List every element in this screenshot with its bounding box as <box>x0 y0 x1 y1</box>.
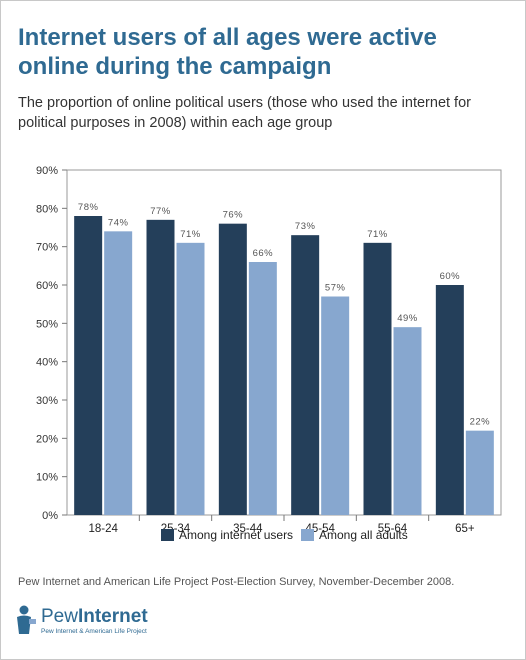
legend-swatch-all-adults <box>301 529 314 541</box>
data-label-all-adults: 49% <box>397 313 418 324</box>
pew-internet-logo: PewInternet Pew Internet & American Life… <box>13 604 213 640</box>
bar-all-adults <box>321 296 350 515</box>
bar-internet-users <box>218 223 247 515</box>
legend-swatch-internet-users <box>161 529 174 541</box>
logo-tagline: Pew Internet & American Life Project <box>41 628 147 635</box>
x-tick-label: 55-64 <box>378 523 408 535</box>
bar-all-adults <box>248 262 277 515</box>
data-label-all-adults: 66% <box>253 248 274 259</box>
logo-word-internet: Internet <box>77 606 148 627</box>
data-label-internet-users: 77% <box>150 206 171 217</box>
y-tick-label: 60% <box>36 280 58 292</box>
source-note: Pew Internet and American Life Project P… <box>18 576 455 588</box>
y-tick-label: 90% <box>36 165 58 177</box>
bar-internet-users <box>363 242 392 516</box>
plot-area <box>66 169 502 516</box>
y-tick-label: 50% <box>36 318 58 330</box>
bar-internet-users <box>291 235 320 515</box>
y-tick-label: 30% <box>36 395 58 407</box>
logo-wordmark: PewInternet <box>41 606 148 628</box>
data-label-internet-users: 78% <box>78 202 99 213</box>
y-tick-label: 10% <box>36 472 58 484</box>
data-label-all-adults: 57% <box>325 283 346 294</box>
data-label-all-adults: 71% <box>180 229 201 240</box>
chart-title: Internet users of all ages were active o… <box>18 24 437 80</box>
x-tick-label: 65+ <box>455 523 475 535</box>
bar-internet-users <box>146 219 175 516</box>
legend-label-internet-users: Among internet users <box>179 528 293 542</box>
y-tick-label: 20% <box>36 433 58 445</box>
y-tick-label: 70% <box>36 242 58 254</box>
bar-all-adults <box>465 430 494 515</box>
data-label-internet-users: 60% <box>440 271 461 282</box>
x-tick-label: 18-24 <box>88 523 118 535</box>
data-label-internet-users: 76% <box>223 210 244 221</box>
bar-all-adults <box>104 231 133 516</box>
y-tick-label: 40% <box>36 357 58 369</box>
data-label-internet-users: 71% <box>367 229 388 240</box>
bar-all-adults <box>393 327 422 515</box>
bar-internet-users <box>435 285 464 515</box>
bar-internet-users <box>74 216 103 515</box>
data-label-all-adults: 22% <box>470 417 491 428</box>
data-label-all-adults: 74% <box>108 217 129 228</box>
data-label-internet-users: 73% <box>295 221 316 232</box>
y-tick-label: 0% <box>42 510 58 522</box>
x-tick-label: 35-44 <box>233 523 263 535</box>
bar-all-adults <box>176 242 205 516</box>
legend-label-all-adults: Among all adults <box>319 528 408 542</box>
bar-chart: 0% 10% 20% 30% 40% 50% 60% 70% 80% 90% 78% 74% 18-24… <box>36 165 502 542</box>
pew-person-icon <box>17 605 36 634</box>
y-tick-label: 80% <box>36 203 58 215</box>
chart-subtitle: The proportion of online political users… <box>18 95 471 131</box>
logo-word-pew: Pew <box>41 606 78 627</box>
